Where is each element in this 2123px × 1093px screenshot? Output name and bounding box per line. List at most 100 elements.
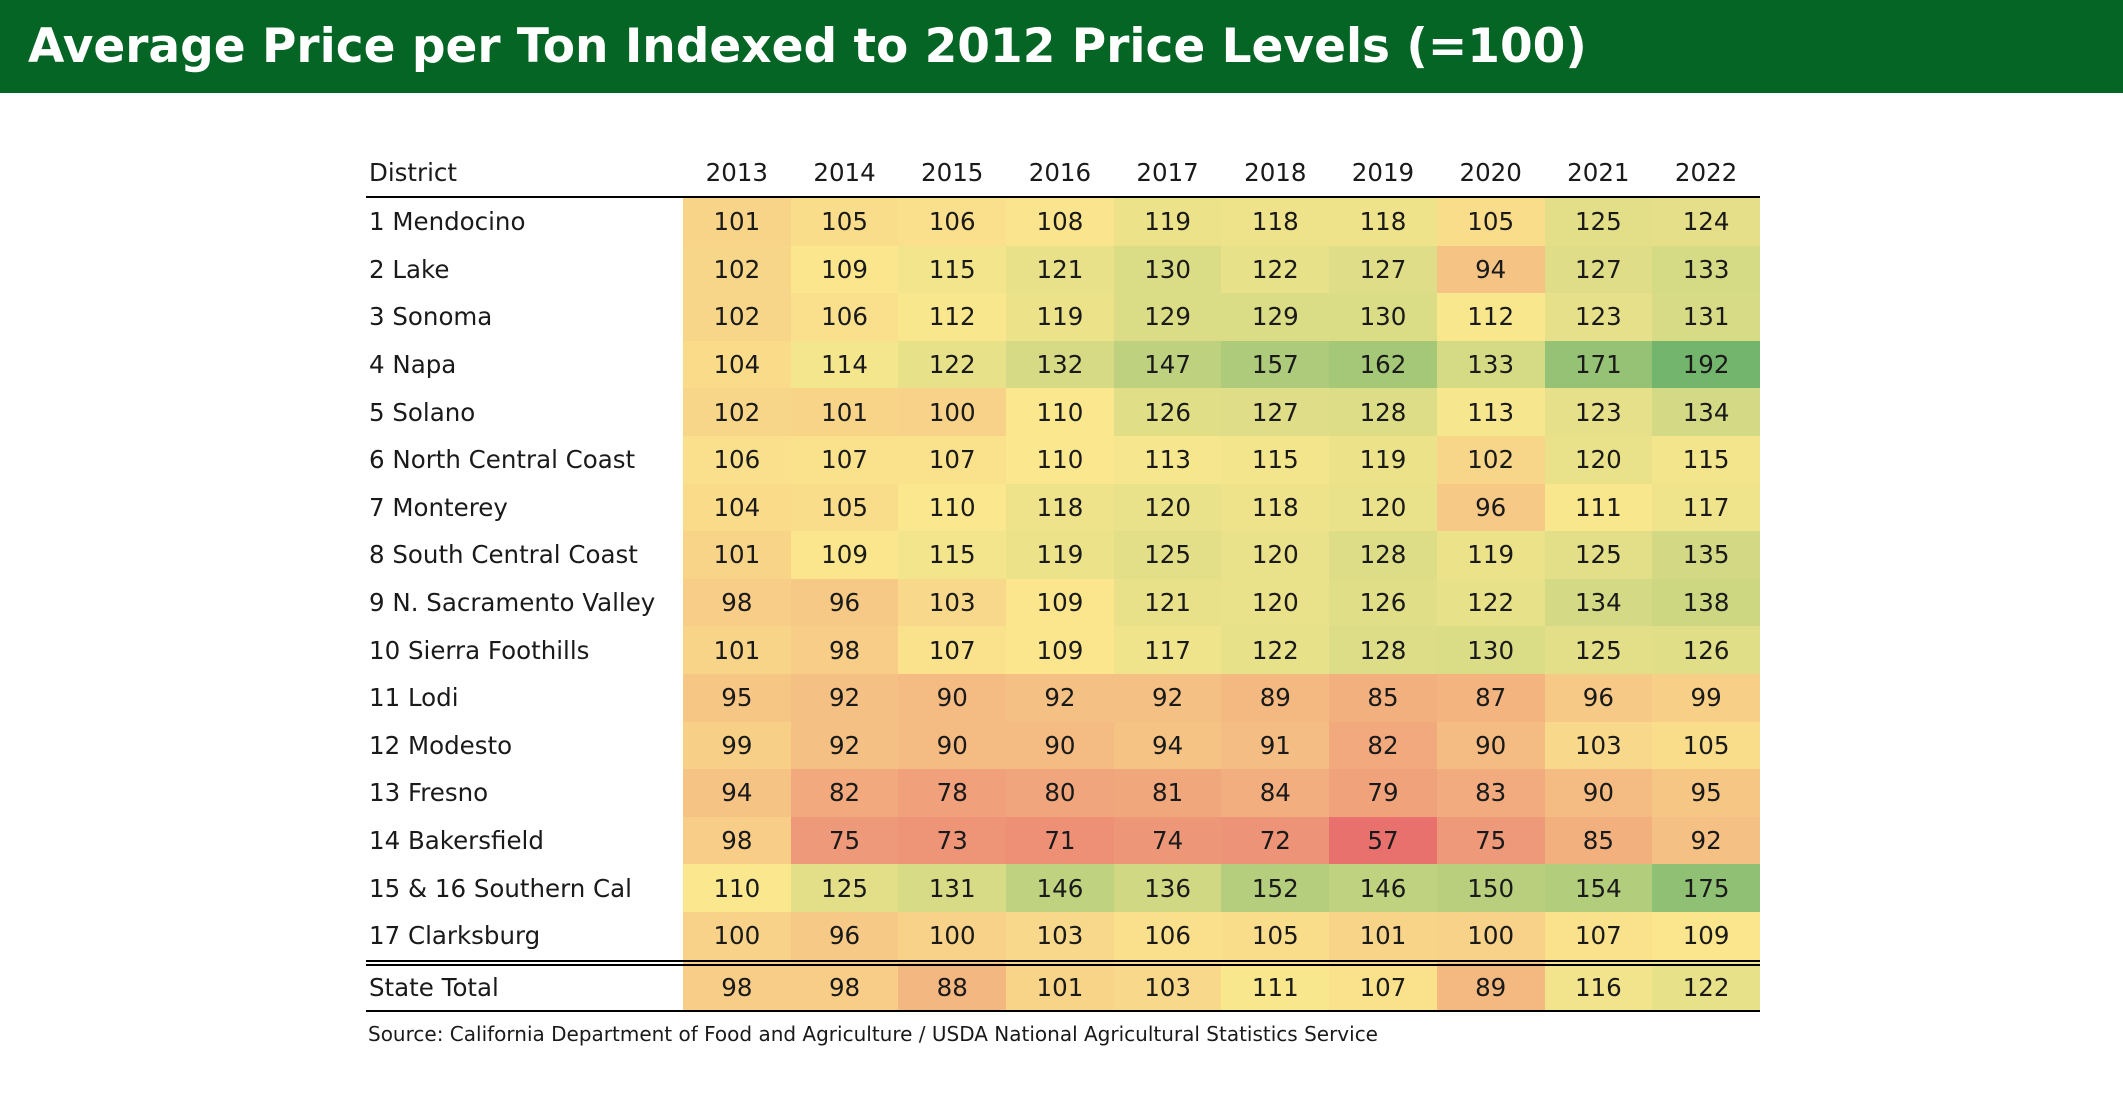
- row-label-15-and-16-southern-cal: 15 & 16 Southern Cal: [366, 864, 684, 912]
- heat-cell-2-lake-2015: 115: [898, 245, 1007, 294]
- heat-cell-12-modesto-2022: 105: [1652, 721, 1760, 770]
- year-header-2018: 2018: [1221, 148, 1330, 198]
- heat-cell-14-bakersfield-2015: 73: [898, 816, 1007, 865]
- year-header-2013: 2013: [683, 148, 791, 198]
- heat-cell-4-napa-2016: 132: [1006, 340, 1114, 389]
- heat-cell-10-sierra-foothills-2020: 130: [1436, 626, 1545, 674]
- heat-cell-6-north-central-coast-2013: 106: [683, 435, 791, 484]
- page-title: Average Price per Ton Indexed to 2012 Pr…: [28, 19, 1587, 74]
- heat-cell-7-monterey-2020: 96: [1436, 483, 1545, 532]
- heat-cell-9-n-sacramento-valley-2022: 138: [1652, 578, 1760, 627]
- heat-cell-6-north-central-coast-2022: 115: [1652, 435, 1760, 484]
- table-row: 10 Sierra Foothills 101 98 107 109 117 122 128 1…: [366, 626, 1760, 674]
- heat-cell-5-solano-2016: 110: [1006, 388, 1114, 436]
- heat-cell-7-monterey-2018: 118: [1221, 483, 1330, 532]
- heat-cell-1-mendocino-2017: 119: [1113, 197, 1222, 246]
- heat-cell-3-sonoma-2016: 119: [1006, 293, 1114, 341]
- heat-cell-7-monterey-2014: 105: [790, 483, 899, 532]
- table-row: 8 South Central Coast 101 109 115 119 125 120 1…: [366, 531, 1760, 579]
- year-header-2019: 2019: [1329, 148, 1437, 198]
- heat-cell-9-n-sacramento-valley-2021: 134: [1544, 578, 1653, 627]
- table-row: 2 Lake 102 109 115 121 130 122 127 94 127 133: [366, 245, 1760, 294]
- row-label-7-monterey: 7 Monterey: [366, 483, 684, 532]
- heat-cell-state-total-2022: 122: [1652, 959, 1760, 1012]
- heat-cell-1-mendocino-2013: 101: [683, 197, 791, 246]
- heat-cell-13-fresno-2014: 82: [790, 769, 899, 817]
- heat-cell-11-lodi-2014: 92: [790, 673, 899, 722]
- heat-cell-11-lodi-2021: 96: [1544, 673, 1653, 722]
- heat-cell-10-sierra-foothills-2018: 122: [1221, 626, 1330, 674]
- row-label-9-n-sacramento-valley: 9 N. Sacramento Valley: [366, 578, 684, 627]
- heat-cell-8-south-central-coast-2022: 135: [1652, 531, 1760, 579]
- heat-cell-10-sierra-foothills-2021: 125: [1544, 626, 1653, 674]
- heat-cell-17-clarksburg-2014: 96: [790, 911, 899, 963]
- heat-cell-14-bakersfield-2016: 71: [1006, 816, 1114, 865]
- heat-cell-9-n-sacramento-valley-2016: 109: [1006, 578, 1114, 627]
- heat-cell-11-lodi-2016: 92: [1006, 673, 1114, 722]
- heat-cell-6-north-central-coast-2016: 110: [1006, 435, 1114, 484]
- row-label-6-north-central-coast: 6 North Central Coast: [366, 435, 684, 484]
- heat-cell-9-n-sacramento-valley-2020: 122: [1436, 578, 1545, 627]
- row-label-5-solano: 5 Solano: [366, 388, 684, 436]
- heat-cell-1-mendocino-2018: 118: [1221, 197, 1330, 246]
- heat-cell-4-napa-2021: 171: [1544, 340, 1653, 389]
- heat-cell-2-lake-2019: 127: [1329, 245, 1437, 294]
- heat-cell-12-modesto-2016: 90: [1006, 721, 1114, 770]
- heat-cell-6-north-central-coast-2015: 107: [898, 435, 1007, 484]
- heat-cell-state-total-2013: 98: [683, 959, 791, 1012]
- heat-cell-15-and-16-southern-cal-2013: 110: [683, 864, 791, 912]
- heat-cell-7-monterey-2016: 118: [1006, 483, 1114, 532]
- heat-cell-5-solano-2019: 128: [1329, 388, 1437, 436]
- heat-cell-14-bakersfield-2014: 75: [790, 816, 899, 865]
- heat-cell-5-solano-2013: 102: [683, 388, 791, 436]
- heat-cell-11-lodi-2013: 95: [683, 673, 791, 722]
- heat-cell-6-north-central-coast-2020: 102: [1436, 435, 1545, 484]
- year-header-2021: 2021: [1544, 148, 1653, 198]
- title-bar: Average Price per Ton Indexed to 2012 Pr…: [0, 0, 2123, 93]
- heat-cell-6-north-central-coast-2021: 120: [1544, 435, 1653, 484]
- heat-cell-11-lodi-2018: 89: [1221, 673, 1330, 722]
- heat-cell-6-north-central-coast-2017: 113: [1113, 435, 1222, 484]
- heat-cell-10-sierra-foothills-2022: 126: [1652, 626, 1760, 674]
- heat-cell-1-mendocino-2015: 106: [898, 197, 1007, 246]
- heat-cell-11-lodi-2022: 99: [1652, 673, 1760, 722]
- heat-cell-12-modesto-2020: 90: [1436, 721, 1545, 770]
- heat-cell-2-lake-2017: 130: [1113, 245, 1222, 294]
- heat-cell-3-sonoma-2014: 106: [790, 293, 899, 341]
- heat-cell-state-total-2017: 103: [1113, 959, 1222, 1012]
- heat-cell-14-bakersfield-2017: 74: [1113, 816, 1222, 865]
- heat-cell-4-napa-2013: 104: [683, 340, 791, 389]
- heat-cell-13-fresno-2018: 84: [1221, 769, 1330, 817]
- heat-cell-13-fresno-2021: 90: [1544, 769, 1653, 817]
- year-header-2016: 2016: [1006, 148, 1114, 198]
- table-row: 5 Solano 102 101 100 110 126 127 128 113 123 134: [366, 388, 1760, 436]
- heat-cell-4-napa-2015: 122: [898, 340, 1007, 389]
- row-label-state-total: State Total: [366, 959, 684, 1012]
- heat-cell-8-south-central-coast-2019: 128: [1329, 531, 1437, 579]
- heat-cell-13-fresno-2019: 79: [1329, 769, 1437, 817]
- heat-cell-3-sonoma-2013: 102: [683, 293, 791, 341]
- table-body: 1 Mendocino 101 105 106 108 119 118 118 105 125 12…: [366, 197, 1760, 1012]
- heat-cell-17-clarksburg-2022: 109: [1652, 911, 1760, 963]
- heat-cell-17-clarksburg-2013: 100: [683, 911, 791, 963]
- table-row: 17 Clarksburg 100 96 100 103 106 105 101 100 107 1…: [366, 911, 1760, 963]
- heat-cell-1-mendocino-2016: 108: [1006, 197, 1114, 246]
- row-label-12-modesto: 12 Modesto: [366, 721, 684, 770]
- heat-cell-4-napa-2014: 114: [790, 340, 899, 389]
- table-row: 12 Modesto 99 92 90 90 94 91 82 90 103 105: [366, 721, 1760, 770]
- heat-cell-15-and-16-southern-cal-2021: 154: [1544, 864, 1653, 912]
- year-header-2022: 2022: [1652, 148, 1760, 198]
- heat-cell-5-solano-2021: 123: [1544, 388, 1653, 436]
- heat-cell-15-and-16-southern-cal-2019: 146: [1329, 864, 1437, 912]
- heat-cell-5-solano-2014: 101: [790, 388, 899, 436]
- heat-cell-3-sonoma-2021: 123: [1544, 293, 1653, 341]
- table-row: 9 N. Sacramento Valley 98 96 103 109 121 120 12…: [366, 578, 1760, 627]
- heat-cell-10-sierra-foothills-2016: 109: [1006, 626, 1114, 674]
- table-row: 3 Sonoma 102 106 112 119 129 129 130 112 123 131: [366, 293, 1760, 341]
- heat-cell-15-and-16-southern-cal-2020: 150: [1436, 864, 1545, 912]
- heat-cell-7-monterey-2017: 120: [1113, 483, 1222, 532]
- heat-cell-1-mendocino-2021: 125: [1544, 197, 1653, 246]
- heat-cell-4-napa-2019: 162: [1329, 340, 1437, 389]
- heat-cell-3-sonoma-2017: 129: [1113, 293, 1222, 341]
- heat-cell-11-lodi-2019: 85: [1329, 673, 1437, 722]
